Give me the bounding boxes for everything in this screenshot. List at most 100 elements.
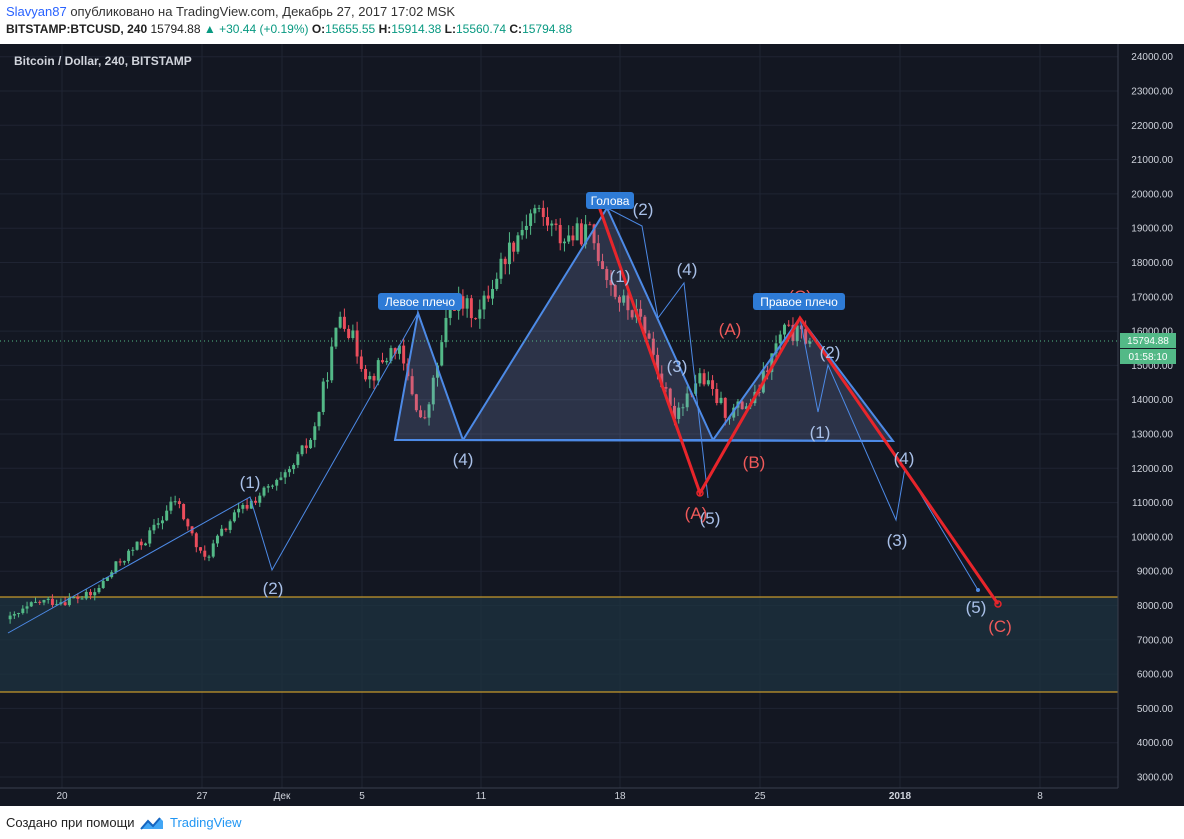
price-chart[interactable]: (1)(2)(3)(4)(5)(1)(2)(3)(4)(5)(A)(A)(B)(… (0, 44, 1184, 806)
candle-body (381, 360, 384, 363)
right-shoulder-tag[interactable] (753, 293, 845, 310)
tradingview-logo-icon[interactable] (140, 813, 164, 833)
candle-body (287, 469, 291, 473)
candle-body (182, 504, 186, 520)
candle-body (326, 380, 329, 382)
candle-body (558, 224, 562, 244)
tradingview-link[interactable]: TradingView (170, 815, 242, 830)
wave-label: (1) (810, 423, 831, 442)
price-tick-label: 11000.00 (1132, 498, 1173, 509)
candle-body (203, 550, 207, 557)
time-tick-label: 11 (476, 791, 487, 802)
left-shoulder-tag[interactable] (378, 293, 462, 310)
close-value: 15794.88 (522, 22, 573, 36)
candle-body (507, 242, 511, 265)
candle-body (351, 330, 355, 338)
candle-body (711, 380, 715, 389)
point-c[interactable] (994, 600, 1002, 608)
candle-body (389, 348, 393, 361)
wave-label: (A) (685, 504, 708, 523)
candle-body (300, 445, 304, 455)
publish-header: Slavyan87 опубликовано на TradingView.co… (0, 0, 1184, 44)
time-tick-label: 5 (359, 791, 365, 802)
candle-body (63, 602, 67, 606)
candle-body (292, 464, 296, 470)
price-tick-label: 20000.00 (1131, 189, 1173, 200)
price-tick-label: 9000.00 (1137, 567, 1174, 578)
last-price-badge (1120, 333, 1176, 348)
symbol-name: BITSTAMP:BTCUSD, 240 (6, 22, 148, 36)
candle-body (12, 614, 16, 616)
candle-body (296, 454, 300, 465)
price-tick-label: 21000.00 (1131, 155, 1173, 166)
price-change: ▲ +30.44 (+0.19%) (203, 22, 309, 36)
candle-body (601, 261, 605, 270)
last-price: 15794.88 (150, 22, 201, 36)
candle-body (740, 401, 744, 410)
candle-body (21, 608, 25, 614)
candle-body (499, 258, 503, 279)
projection-end-point[interactable] (976, 588, 980, 592)
decline-wave-path[interactable] (606, 207, 709, 499)
candle-body (656, 354, 660, 374)
candle-body (313, 426, 317, 440)
candle-body (262, 487, 266, 496)
price-axis[interactable]: 24000.00 23000.00 22000.00 21000.00 20000.00… (1117, 44, 1184, 788)
wave-label: (C) (988, 617, 1012, 636)
wave-label: (3) (887, 531, 908, 550)
candle-body (588, 224, 592, 226)
candle-body (156, 523, 160, 525)
candle-body (702, 373, 706, 385)
price-tick-label: 8000.00 (1137, 601, 1174, 612)
candle-body (562, 241, 566, 244)
candle-body (584, 224, 588, 245)
candle-body (639, 308, 643, 317)
candle-body (80, 598, 84, 600)
candle-body (630, 310, 634, 318)
candle-body (596, 243, 600, 262)
impulse-wave-path[interactable] (7, 207, 608, 634)
candle-body (122, 561, 126, 563)
candle-body (317, 412, 321, 427)
candle-body (414, 394, 418, 411)
time-tick-label: 2018 (889, 791, 912, 802)
candle-body (139, 541, 143, 546)
author-link[interactable]: Slavyan87 (6, 4, 67, 19)
candle-body (677, 407, 681, 419)
candle-body (152, 524, 156, 531)
candle-body (67, 597, 71, 606)
candle-body (448, 304, 452, 318)
candle-body (622, 295, 626, 303)
head-text: Голова (591, 194, 630, 208)
made-with-text: Создано при помощи (6, 815, 135, 830)
neckline[interactable] (394, 439, 894, 442)
candle-body (194, 533, 198, 548)
footer: Создано при помощи TradingView (0, 806, 1184, 839)
close-label: C: (509, 22, 523, 36)
candle-body (385, 360, 389, 363)
pattern-tags: Левое плечо Голова Правое плечо (378, 192, 845, 310)
head-tag[interactable] (586, 192, 634, 209)
wave-label: (3) (667, 357, 688, 376)
candle-body (211, 543, 215, 557)
candle-body (347, 328, 351, 338)
point-a[interactable] (696, 489, 704, 497)
abc-red-path[interactable] (594, 197, 1000, 605)
price-tick-label: 5000.00 (1137, 704, 1174, 715)
candle-body (364, 368, 368, 380)
candle-body (321, 381, 325, 413)
candle-body (529, 213, 533, 226)
candle-body (393, 348, 397, 354)
candle-body (359, 356, 363, 369)
candle-body (808, 341, 812, 344)
candle-body (715, 388, 719, 403)
candle-body (228, 521, 232, 530)
abc-correction[interactable] (594, 197, 1002, 608)
time-axis[interactable]: 20 27 Дек 5 11 18 25 2018 8 (0, 787, 1184, 806)
wave-label: (A) (719, 320, 742, 339)
candle-body (304, 445, 308, 449)
candle-body (8, 615, 12, 620)
candle-body (520, 229, 524, 236)
candle-body (410, 376, 414, 395)
candle-body (770, 353, 774, 373)
